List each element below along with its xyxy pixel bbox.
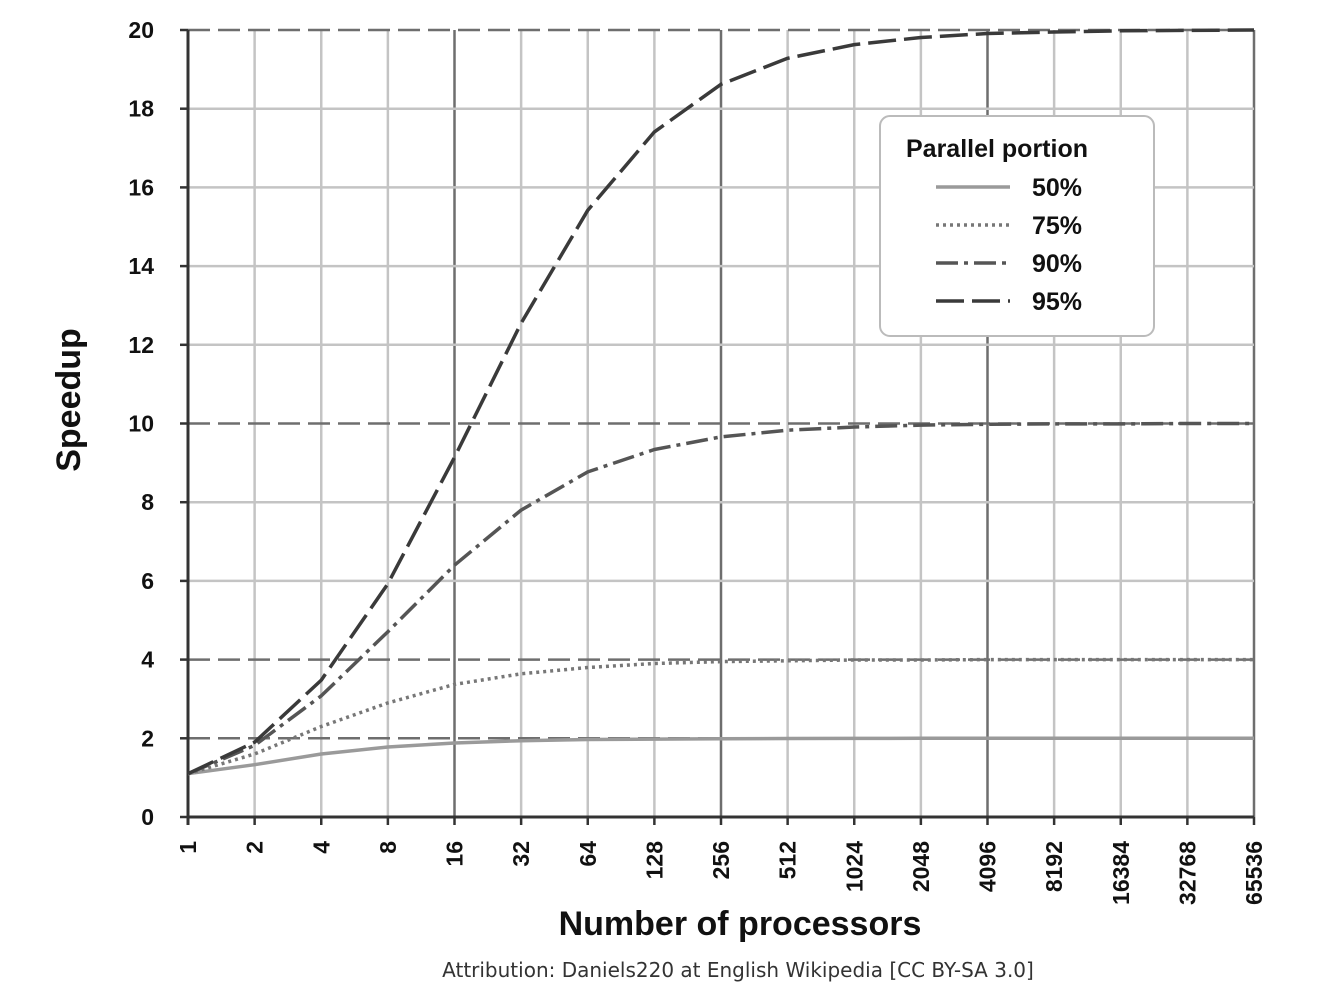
x-tick-label: 16 — [442, 841, 468, 867]
y-tick-label: 16 — [128, 174, 154, 200]
legend-label: 50% — [1032, 174, 1082, 202]
y-tick-label: 14 — [128, 253, 154, 279]
series-lines — [187, 28, 1255, 776]
legend-label: 90% — [1032, 250, 1082, 278]
legend-label: 95% — [1032, 288, 1082, 316]
legend-title: Parallel portion — [906, 135, 1088, 163]
x-tick-label: 256 — [708, 841, 734, 879]
x-tick-label: 8192 — [1041, 841, 1067, 892]
series-line-95pct — [187, 28, 1255, 776]
x-tick-label: 65536 — [1241, 841, 1267, 905]
x-tick-label: 2048 — [908, 841, 934, 892]
series-line-75pct — [187, 657, 1254, 776]
y-tick-label: 8 — [141, 489, 154, 515]
series-line-50pct — [187, 736, 1254, 776]
legend-box — [879, 115, 1155, 337]
x-tick-label: 32768 — [1174, 841, 1200, 905]
series-line-90pct — [187, 421, 1254, 776]
x-tick-label: 32 — [508, 841, 534, 867]
x-tick-label: 64 — [575, 841, 601, 867]
x-tick-label: 1024 — [841, 841, 867, 892]
x-tick-label: 8 — [375, 841, 401, 854]
y-tick-label: 20 — [128, 17, 154, 43]
y-tick-label: 6 — [141, 568, 154, 594]
x-tick-label: 128 — [641, 841, 667, 880]
y-tick-label: 0 — [141, 804, 154, 830]
y-tick-labels: 0 2 4 6 8 10 12 14 16 18 20 — [128, 17, 154, 830]
y-tick-label: 4 — [141, 647, 154, 673]
x-tick-label: 4 — [308, 841, 334, 854]
y-tick-label: 12 — [128, 332, 154, 358]
y-axis-title: Speedup — [50, 328, 88, 472]
attribution-text: Attribution: Daniels220 at English Wikip… — [442, 958, 1034, 982]
legend-label: 75% — [1032, 212, 1082, 240]
x-tick-label: 1 — [175, 841, 201, 854]
x-axis-title: Number of processors — [559, 905, 922, 943]
x-tick-label: 16384 — [1108, 841, 1134, 905]
legend: Parallel portion 50% 75% 90% 95% — [879, 115, 1155, 337]
x-tick-labels: 1 2 4 8 16 32 64 128 256 512 1024 2048 4096 8192 16384… — [175, 841, 1267, 905]
x-tick-label: 2 — [242, 841, 268, 854]
legend-entries: 50% 75% 90% 95% — [936, 174, 1082, 316]
y-tick-label: 2 — [141, 725, 154, 751]
x-tick-label: 512 — [775, 841, 801, 879]
y-tick-label: 10 — [128, 411, 154, 437]
y-tick-label: 18 — [128, 96, 154, 122]
axes — [180, 28, 1256, 825]
x-tick-label: 4096 — [975, 841, 1001, 892]
